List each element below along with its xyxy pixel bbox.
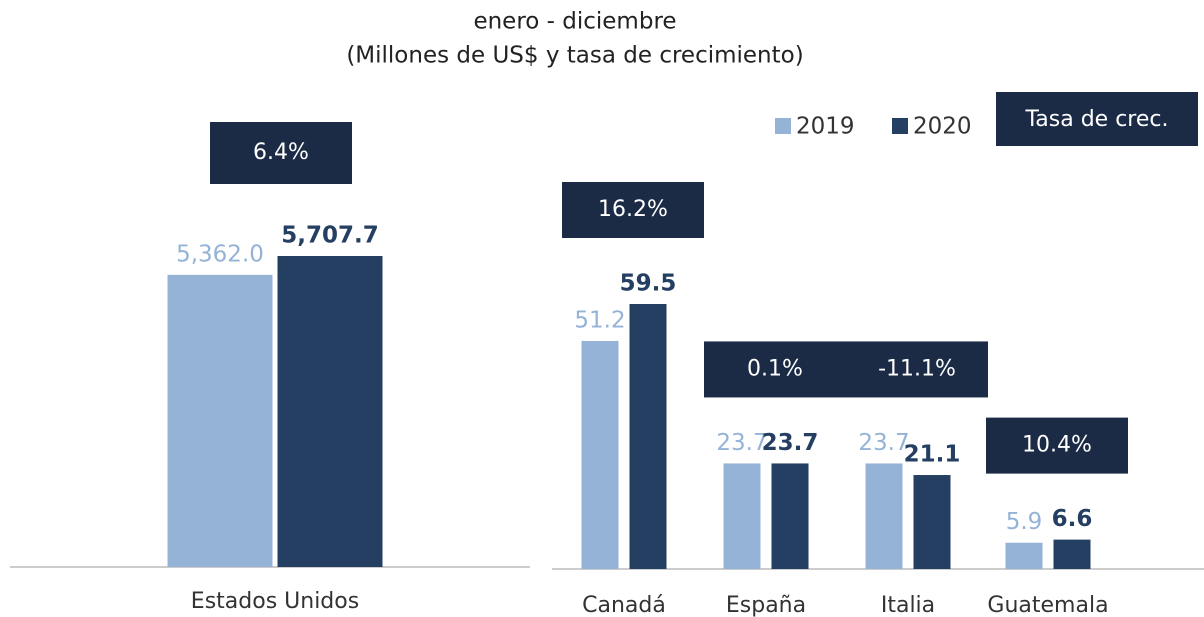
bar [581, 340, 619, 569]
data-label: 23.7 [716, 430, 767, 456]
bar [913, 475, 951, 569]
bar [629, 304, 667, 569]
growth-box [562, 182, 704, 238]
data-label: 21.1 [904, 442, 961, 468]
data-label: 6.6 [1052, 506, 1093, 532]
legend-label: 2020 [913, 114, 972, 140]
data-label: 59.5 [620, 271, 677, 297]
growth-label: 0.1% [747, 356, 803, 381]
bar [865, 463, 903, 569]
x-tick-label: Guatemala [987, 593, 1108, 617]
chart-subtitle: (Millones de US$ y tasa de crecimiento) [346, 43, 803, 69]
x-tick-label: Estados Unidos [191, 589, 359, 614]
growth-legend: Tasa de crec. [1025, 107, 1169, 132]
legend-label: 2019 [796, 114, 855, 140]
growth-legend-box [996, 92, 1198, 146]
growth-box [986, 417, 1128, 474]
growth-box [210, 122, 352, 184]
chart-title: enero - diciembre [473, 9, 676, 35]
growth-label: 16.2% [598, 197, 668, 222]
bar [167, 274, 273, 567]
growth-label: 6.4% [253, 140, 309, 165]
legend-swatch [892, 118, 908, 134]
bar [723, 463, 761, 569]
bar [771, 463, 809, 569]
growth-label: -11.1% [878, 356, 956, 381]
bar [1005, 542, 1043, 569]
legend-swatch [775, 118, 791, 134]
x-tick-label: España [726, 593, 806, 617]
growth-label: 10.4% [1022, 433, 1092, 458]
data-label: 51.2 [574, 307, 625, 333]
growth-box [704, 341, 846, 398]
x-tick-label: Italia [881, 593, 935, 617]
growth-box [846, 341, 988, 398]
x-tick-label: Canadá [582, 593, 666, 617]
bar [1053, 539, 1091, 569]
data-label: 5.9 [1006, 509, 1043, 535]
data-label: 5,707.7 [281, 223, 379, 249]
data-label: 5,362.0 [176, 241, 264, 267]
bar [277, 256, 383, 567]
data-label: 23.7 [762, 430, 819, 456]
data-label: 23.7 [858, 430, 909, 456]
